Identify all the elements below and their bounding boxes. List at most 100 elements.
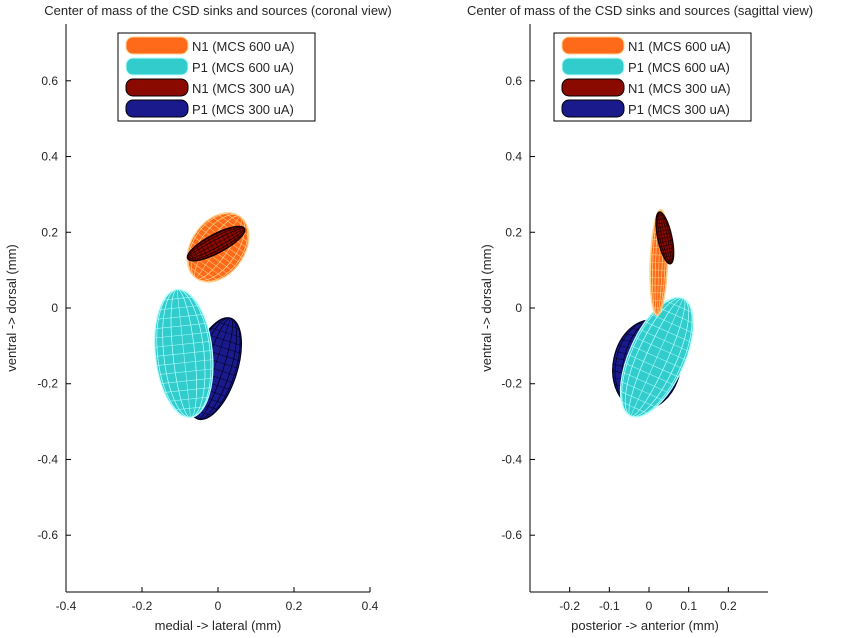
x-tick-label: 0.2 (286, 599, 303, 613)
ellipsoid-parallel (620, 391, 657, 408)
ellipsoid-parallel (192, 248, 200, 261)
ellipsoid-parallel (621, 401, 648, 414)
ellipsoid-parallel (635, 337, 686, 361)
ellipsoid-parallel (663, 255, 674, 258)
y-tick-label: -0.6 (37, 528, 58, 542)
ellipsoid-parallel (154, 331, 210, 339)
ellipsoid-parallel (655, 221, 668, 225)
x-axis-label: posterior -> anterior (mm) (571, 618, 719, 633)
ellipsoid-parallel (215, 233, 225, 250)
ellipsoid-parallel (211, 235, 221, 253)
ellipsoid-parallel (158, 368, 213, 375)
ellipsoid-parallel (655, 218, 666, 221)
ellipsoid-1 (619, 296, 694, 418)
ellipsoid-parallel (168, 396, 209, 402)
x-axis-label: medial -> lateral (mm) (155, 618, 282, 633)
ellipsoid-parallel (622, 371, 669, 393)
ellipsoid-parallel (199, 242, 209, 258)
y-tick-label: 0.6 (41, 74, 58, 88)
legend-entry: P1 (MCS 300 uA) (125, 99, 294, 118)
ellipsoid-parallel (657, 307, 694, 324)
ellipsoid-parallel (660, 247, 674, 251)
ellipsoid-parallel (656, 225, 669, 229)
ellipsoid-parallel (174, 406, 205, 411)
ellipsoid-parallel (621, 381, 663, 401)
ellipsoid-parallel (189, 252, 195, 262)
legend: N1 (MCS 600 uA) P1 (MCS 600 uA) N1 (MCS … (117, 32, 316, 122)
y-tick-label: 0.4 (41, 150, 58, 164)
y-tick-label: -0.2 (37, 377, 58, 391)
ellipsoid-parallel (650, 284, 667, 286)
ellipsoid-parallel (216, 321, 240, 330)
ellipsoid-parallel (205, 333, 242, 346)
ellipsoid-parallel (161, 377, 213, 384)
ellipsoid-parallel (164, 387, 211, 393)
ellipsoid-parallel (163, 296, 193, 301)
ellipsoid-parallel (662, 251, 674, 255)
x-tick-label: 0.4 (362, 599, 379, 613)
ellipsoid-2 (655, 211, 675, 265)
ellipsoid-parallel (187, 265, 211, 283)
legend-swatch (561, 57, 625, 76)
ellipsoid-parallel (639, 329, 689, 352)
legend-swatch (125, 36, 189, 55)
ellipsoid-parallel (659, 243, 674, 248)
legend-entry: N1 (MCS 600 uA) (125, 36, 295, 55)
y-tick-label: 0 (51, 301, 58, 315)
y-tick-label: 0.2 (41, 225, 58, 239)
ellipsoid-parallel (658, 239, 673, 244)
legend-entry: N1 (MCS 300 uA) (125, 78, 295, 97)
ellipsoid-parallel (627, 354, 679, 378)
x-tick-label: -0.2 (559, 599, 580, 613)
legend-swatch (125, 99, 189, 118)
x-tick-label: 0 (215, 599, 222, 613)
x-tick-group: -0.4 -0.2 0 0.2 0.4 (56, 587, 379, 613)
ellipsoid-parallel (656, 214, 664, 217)
x-tick-label: 0.1 (680, 599, 697, 613)
y-tick-label: -0.4 (501, 452, 522, 466)
ellipsoid-2 (186, 225, 246, 262)
legend-label: N1 (MCS 300 uA) (628, 81, 731, 96)
legend-entry: N1 (MCS 300 uA) (561, 78, 731, 97)
ellipsoid-parallel (657, 236, 672, 240)
ellipsoid-parallel (666, 300, 693, 313)
y-tick-label: -0.2 (501, 377, 522, 391)
ellipsoid-parallel (631, 345, 683, 369)
ellipsoid-parallel (155, 350, 213, 357)
legend-entry: P1 (MCS 300 uA) (561, 99, 730, 118)
ellipsoid-parallel (650, 277, 667, 279)
legend-label: P1 (MCS 300 uA) (192, 102, 294, 117)
ellipsoid-parallel (645, 321, 692, 343)
ellipsoid-parallel (650, 261, 668, 264)
chart-title: Center of mass of the CSD sinks and sour… (467, 3, 813, 18)
legend-swatch (125, 57, 189, 76)
ellipsoid-parallel (665, 259, 674, 262)
y-axis-label: ventral -> dorsal (mm) (4, 244, 19, 372)
chart-title: Center of mass of the CSD sinks and sour… (44, 3, 392, 18)
legend-label: P1 (MCS 600 uA) (628, 60, 730, 75)
legend: N1 (MCS 600 uA) P1 (MCS 600 uA) N1 (MCS … (553, 32, 752, 122)
y-tick-label: -0.6 (501, 528, 522, 542)
legend-swatch (125, 78, 189, 97)
y-tick-label: -0.4 (37, 452, 58, 466)
ellipsoid-parallel (187, 258, 218, 281)
legend-label: P1 (MCS 300 uA) (628, 102, 730, 117)
ellipsoid-parallel (154, 341, 211, 348)
legend-entry: N1 (MCS 600 uA) (561, 36, 731, 55)
ellipsoid-parallel (223, 229, 233, 245)
y-tick-group: -0.6 -0.4 -0.2 0 0.2 0.4 0.6 (501, 74, 535, 542)
ellipsoid-parallel (207, 237, 217, 255)
ellipsoid-parallel (225, 212, 249, 229)
y-tick-label: 0.2 (505, 225, 522, 239)
ellipsoid-parallel (233, 226, 240, 239)
y-tick-label: 0.4 (505, 150, 522, 164)
legend-swatch (561, 36, 625, 55)
x-tick-group: -0.2 -0.1 0 0.1 0.2 (559, 587, 737, 613)
ellipsoid-parallel (155, 323, 207, 329)
legend-label: N1 (MCS 600 uA) (192, 39, 295, 54)
ellipsoid-parallel (237, 226, 244, 236)
y-tick-group: -0.6 -0.4 -0.2 0 0.2 0.4 0.6 (37, 74, 71, 542)
x-tick-label: 0.2 (720, 599, 737, 613)
legend-label: N1 (MCS 600 uA) (628, 39, 731, 54)
legend-label: P1 (MCS 600 uA) (192, 60, 294, 75)
